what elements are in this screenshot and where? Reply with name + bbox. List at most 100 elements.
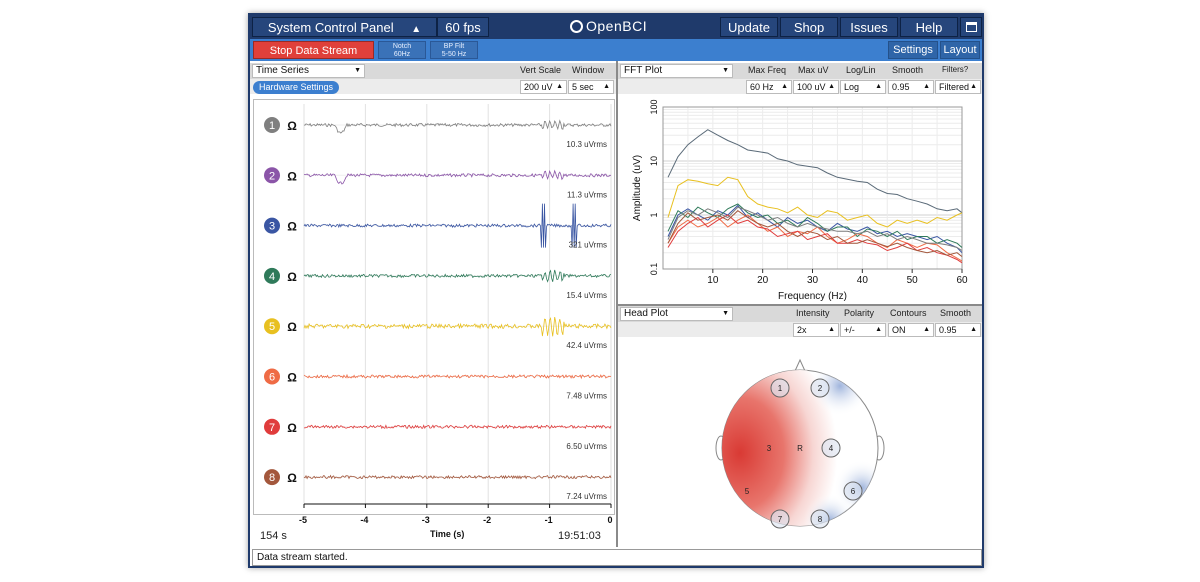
fft-series-line-2 bbox=[667, 176, 963, 228]
channel-rms: 6.50 uVrms bbox=[566, 442, 607, 451]
electrode-label: 1 bbox=[778, 384, 783, 393]
contours-label: Contours bbox=[890, 308, 927, 318]
filters-value: Filtered bbox=[939, 82, 970, 92]
dropdown-caret-icon: ▲ bbox=[970, 83, 977, 90]
toolbar: Stop Data Stream Notch 60Hz BP Filt 5-50… bbox=[250, 39, 982, 61]
fft-x-tick-label: 60 bbox=[956, 275, 968, 286]
channel-waveform-1 bbox=[303, 119, 612, 134]
stop-data-stream-button[interactable]: Stop Data Stream bbox=[253, 41, 374, 59]
vert-scale-dropdown[interactable]: 200 uV ▲ bbox=[520, 80, 567, 94]
time-series-widget-dropdown[interactable]: Time Series ▼ bbox=[252, 64, 365, 78]
time-axis-label: Time (s) bbox=[430, 529, 465, 539]
electrode-1 bbox=[770, 378, 790, 398]
fft-plot-area: 10 20 30 40 50 60 0.1 1 10 100 Frequency (Hz) Ampli… bbox=[618, 99, 982, 304]
dropdown-caret-icon: ▲ bbox=[875, 326, 882, 333]
head-coolspot bbox=[804, 494, 856, 526]
fft-y-tick-label: 0.1 bbox=[649, 263, 659, 276]
intensity-value: 2x bbox=[797, 325, 807, 335]
dropdown-caret-icon: ▲ bbox=[828, 83, 835, 90]
channel-rms: 7.48 uVrms bbox=[566, 392, 607, 401]
bandpass-filter-button[interactable]: BP Filt 5-50 Hz bbox=[430, 41, 478, 59]
openbci-logo-icon bbox=[570, 20, 583, 33]
electrode-label: 6 bbox=[851, 487, 856, 496]
channel-badge-6 bbox=[264, 368, 280, 385]
contours-dropdown[interactable]: ON ▲ bbox=[888, 323, 934, 337]
intensity-dropdown[interactable]: 2x ▲ bbox=[793, 323, 839, 337]
electrode-7 bbox=[770, 509, 790, 529]
log-lin-dropdown[interactable]: Log ▲ bbox=[840, 80, 886, 94]
head-plot: 1 2 3 4 5 6 7 8 R bbox=[715, 358, 885, 529]
channel-number: 4 bbox=[269, 271, 275, 283]
max-uv-dropdown[interactable]: 100 uV ▲ bbox=[793, 80, 839, 94]
max-freq-dropdown[interactable]: 60 Hz ▲ bbox=[746, 80, 792, 94]
electrode-6 bbox=[843, 481, 863, 501]
fps-button[interactable]: 60 fps bbox=[437, 17, 489, 37]
window-layout-button[interactable] bbox=[960, 17, 982, 37]
head-smooth-dropdown[interactable]: 0.95 ▲ bbox=[935, 323, 981, 337]
channel-number: 1 bbox=[269, 120, 275, 132]
electrode-8 bbox=[810, 509, 830, 529]
top-nav-bar: System Control Panel ▲ 60 fps OpenBCI Up… bbox=[250, 15, 982, 39]
log-lin-value: Log bbox=[844, 82, 860, 92]
issues-button[interactable]: Issues bbox=[840, 17, 898, 37]
filters-dropdown[interactable]: Filtered ▲ bbox=[935, 80, 981, 94]
window-value: 5 sec bbox=[572, 82, 594, 92]
electrode-2 bbox=[810, 378, 830, 398]
fft-widget-dropdown[interactable]: FFT Plot ▼ bbox=[620, 64, 733, 78]
smooth-label: Smooth bbox=[892, 65, 924, 75]
channel-number: 3 bbox=[269, 221, 275, 233]
system-control-panel-label: System Control Panel bbox=[267, 20, 394, 35]
elapsed-time: 154 s bbox=[260, 530, 287, 542]
channel-waveform-6 bbox=[303, 373, 612, 380]
notch-filter-button[interactable]: Notch 60Hz bbox=[378, 41, 426, 59]
fft-subheader: 60 Hz ▲ 100 uV ▲ Log ▲ 0.95 ▲ Filtered ▲ bbox=[618, 79, 982, 94]
panel-divider-vertical bbox=[616, 61, 618, 547]
head-nose bbox=[794, 358, 806, 372]
impedance-icon: Ω bbox=[287, 421, 297, 435]
channel-badge-3 bbox=[264, 217, 280, 234]
electrode-label: 5 bbox=[745, 487, 750, 496]
dropdown-caret-icon: ▲ bbox=[970, 326, 977, 333]
help-button[interactable]: Help bbox=[900, 17, 958, 37]
fft-x-tick-label: 20 bbox=[757, 275, 769, 286]
vert-scale-value: 200 uV bbox=[524, 82, 553, 92]
time-series-widget-label: Time Series bbox=[256, 65, 309, 76]
time-tick-label: -3 bbox=[421, 515, 430, 525]
channel-badge-8 bbox=[264, 469, 280, 486]
head-plot-area: 1 2 3 4 5 6 7 8 R bbox=[618, 338, 982, 546]
fft-x-tick-label: 50 bbox=[907, 275, 919, 286]
channel-waveform-8 bbox=[303, 474, 612, 480]
impedance-icon: Ω bbox=[287, 371, 297, 385]
window-dropdown[interactable]: 5 sec ▲ bbox=[568, 80, 614, 94]
channel-rms: 11.3 uVrms bbox=[567, 190, 607, 199]
update-button[interactable]: Update bbox=[720, 17, 778, 37]
polarity-label: Polarity bbox=[844, 308, 875, 318]
time-tick-label: -5 bbox=[298, 515, 307, 525]
layout-button[interactable]: Layout bbox=[940, 41, 980, 59]
notch-filter-title: Notch bbox=[392, 43, 412, 50]
system-control-panel-button[interactable]: System Control Panel ▲ bbox=[252, 17, 437, 37]
channel-waveform-4 bbox=[303, 269, 612, 283]
shop-button[interactable]: Shop bbox=[780, 17, 838, 37]
log-lin-label: Log/Lin bbox=[846, 65, 876, 75]
dropdown-caret-icon: ▲ bbox=[556, 83, 563, 90]
fft-y-tick-label: 10 bbox=[649, 156, 659, 166]
vert-scale-label: Vert Scale bbox=[520, 65, 562, 75]
electrode-label: 3 bbox=[767, 444, 772, 453]
time-tick-label: -1 bbox=[544, 515, 553, 525]
hardware-settings-button[interactable]: Hardware Settings bbox=[253, 81, 340, 94]
channel-badge-7 bbox=[264, 418, 280, 435]
smooth-dropdown[interactable]: 0.95 ▲ bbox=[888, 80, 934, 94]
polarity-dropdown[interactable]: +/- ▲ bbox=[840, 323, 886, 337]
contours-value: ON bbox=[892, 325, 906, 335]
head-plot-widget-dropdown[interactable]: Head Plot ▼ bbox=[620, 307, 733, 321]
dropdown-caret-icon: ▼ bbox=[722, 67, 729, 74]
time-series-header: Time Series ▼ Vert Scale Window bbox=[250, 63, 616, 79]
fft-widget-label: FFT Plot bbox=[624, 65, 663, 76]
electrode-label: 4 bbox=[829, 444, 834, 453]
polarity-value: +/- bbox=[844, 325, 855, 335]
dropdown-caret-icon: ▲ bbox=[923, 83, 930, 90]
settings-button[interactable]: Settings bbox=[888, 41, 938, 59]
head-smooth-label: Smooth bbox=[940, 308, 972, 318]
